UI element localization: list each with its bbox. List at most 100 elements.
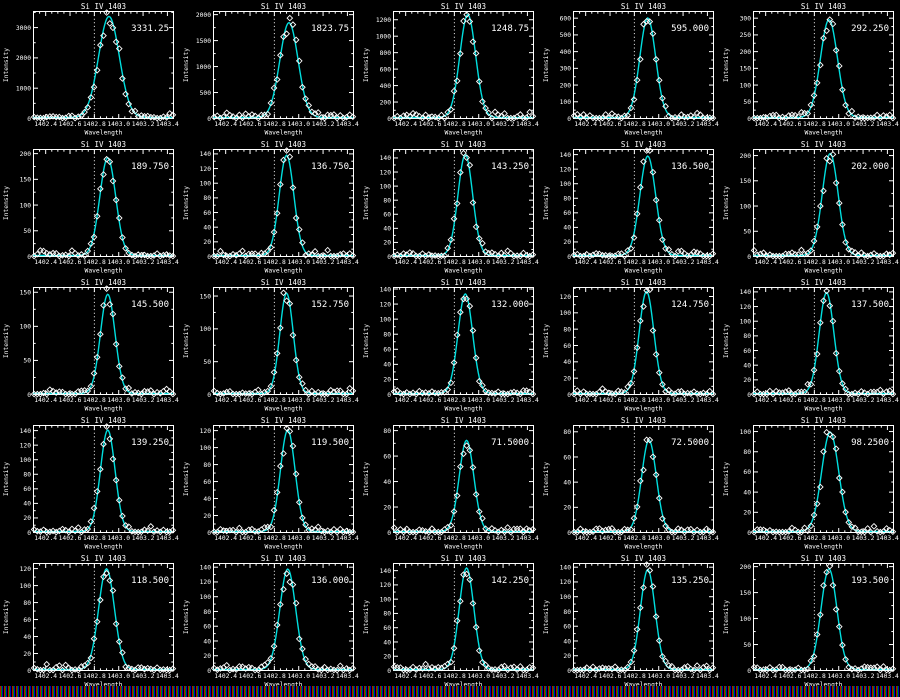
y-tick-label: 100 (740, 616, 752, 623)
annotation-value: 136.750 (311, 162, 349, 172)
y-tick-label: 300 (740, 15, 752, 22)
data-points (750, 562, 897, 674)
y-tick-label: 1000 (376, 33, 391, 40)
y-tick-label: 100 (380, 316, 392, 323)
y-tick-label: 80 (203, 195, 211, 202)
panel-title: Si IV 1403 (621, 416, 666, 425)
x-tick-label: 1403.4 (156, 673, 179, 680)
y-axis-label: Intensity (723, 324, 730, 358)
x-tick-label: 1403.0 (647, 397, 670, 404)
y-tick-label: 120 (560, 166, 572, 173)
y-axis-label: Intensity (183, 186, 190, 220)
annotation-value: 1248.75 (491, 24, 529, 34)
spectrum-plot: Si IV 1403 0 50 100 150 200 250 300 1402.4 1402.6… (723, 2, 899, 137)
spectrum-plot: Si IV 1403 0 20 40 60 80 100 120 140 1402.4 1402.6… (363, 140, 539, 275)
y-tick-label: 150 (20, 177, 32, 184)
annotation-value: 143.250 (491, 162, 529, 172)
y-tick-label: 100 (20, 202, 32, 209)
data-points (210, 570, 357, 674)
x-tick-label: 1403.4 (696, 673, 719, 680)
x-tick-label: 1403.0 (287, 397, 310, 404)
x-tick-label: 1402.6 (779, 259, 802, 266)
plot-axes (33, 563, 174, 671)
y-tick-label: 40 (383, 226, 391, 233)
data-points (30, 285, 177, 398)
y-tick-label: 80 (203, 462, 211, 469)
y-tick-label: 2000 (16, 55, 31, 62)
x-tick-label: 1402.6 (239, 673, 262, 680)
x-tick-label: 1402.4 (574, 397, 597, 404)
y-tick-label: 140 (20, 428, 32, 435)
x-tick-label: 1403.4 (156, 259, 179, 266)
x-tick-label: 1402.8 (263, 121, 286, 128)
panel-title: Si IV 1403 (261, 554, 306, 563)
x-tick-label: 1402.8 (803, 397, 826, 404)
y-tick-label: 20 (383, 654, 391, 661)
y-tick-label: 2000 (196, 12, 211, 19)
spectrum-panel: Si IV 1403 0 20 40 60 80 100 120 1402.4 1402.6 140… (0, 554, 180, 692)
y-tick-label: 60 (563, 210, 571, 217)
data-points (570, 436, 717, 536)
y-tick-label: 1000 (196, 64, 211, 71)
y-tick-label: 40 (23, 634, 31, 641)
annotation-value: 595.000 (671, 24, 709, 34)
x-tick-label: 1402.4 (754, 535, 777, 542)
fit-curve (33, 293, 173, 395)
y-tick-label: 40 (23, 501, 31, 508)
spectrum-panel: Si IV 1403 0 100 200 300 400 500 600 1402.4 1402.… (540, 2, 720, 140)
panel-title: Si IV 1403 (261, 2, 306, 11)
panel-title: Si IV 1403 (261, 278, 306, 287)
x-tick-label: 1403.0 (467, 673, 490, 680)
x-tick-label: 1403.4 (696, 259, 719, 266)
x-tick-label: 1402.6 (59, 535, 82, 542)
plot-axes (393, 425, 534, 533)
x-tick-label: 1402.6 (239, 259, 262, 266)
x-tick-label: 1403.4 (336, 397, 359, 404)
spectrum-plot: Si IV 1403 0 20 40 60 80 100 120 140 1402.4 1402.6… (363, 278, 539, 413)
x-tick-label: 1402.8 (623, 397, 646, 404)
x-tick-label: 1402.8 (83, 673, 106, 680)
spectrum-panel: Si IV 1403 0 20 40 60 80 100 120 140 1402.4 1402.6… (0, 416, 180, 554)
y-tick-label: 60 (23, 617, 31, 624)
x-axis-label: Wavelength (265, 130, 303, 137)
x-tick-label: 1403.0 (467, 259, 490, 266)
panel-title: Si IV 1403 (801, 554, 846, 563)
annotation-value: 137.500 (851, 300, 889, 310)
data-points (390, 295, 537, 398)
y-tick-label: 40 (383, 362, 391, 369)
x-tick-label: 1402.4 (574, 121, 597, 128)
y-tick-label: 100 (740, 319, 752, 326)
x-axis-label: Wavelength (625, 130, 663, 137)
panel-title: Si IV 1403 (441, 278, 486, 287)
plot-axes (573, 11, 714, 119)
y-axis-label: Intensity (3, 462, 10, 496)
y-tick-label: 20 (563, 375, 571, 382)
x-tick-label: 1403.0 (647, 121, 670, 128)
x-tick-label: 1402.8 (623, 673, 646, 680)
y-tick-label: 500 (560, 32, 572, 39)
spectrum-plot: Si IV 1403 0 20 40 60 80 100 120 140 1402.4 1402.6… (183, 554, 359, 689)
x-tick-label: 1403.0 (107, 121, 130, 128)
x-tick-label: 1402.6 (599, 259, 622, 266)
y-tick-label: 40 (203, 496, 211, 503)
x-tick-label: 1403.0 (467, 121, 490, 128)
y-tick-label: 0 (567, 668, 571, 675)
spectrum-panel: Si IV 1403 0 50 100 150 200 1402.4 1402.6 1402.8… (0, 140, 180, 278)
x-tick-label: 1403.2 (852, 397, 875, 404)
x-tick-label: 1403.4 (516, 673, 539, 680)
y-tick-label: 800 (380, 50, 392, 57)
x-tick-label: 1402.8 (803, 259, 826, 266)
y-tick-label: 20 (23, 515, 31, 522)
y-tick-label: 0 (27, 530, 31, 537)
data-points (30, 155, 177, 260)
x-axis-label: Wavelength (445, 406, 483, 413)
x-tick-label: 1402.6 (59, 121, 82, 128)
x-tick-label: 1402.4 (214, 397, 237, 404)
panel-title: Si IV 1403 (801, 278, 846, 287)
x-tick-label: 1403.2 (672, 121, 695, 128)
annotation-value: 72.5000 (671, 438, 709, 448)
x-tick-label: 1403.0 (287, 673, 310, 680)
